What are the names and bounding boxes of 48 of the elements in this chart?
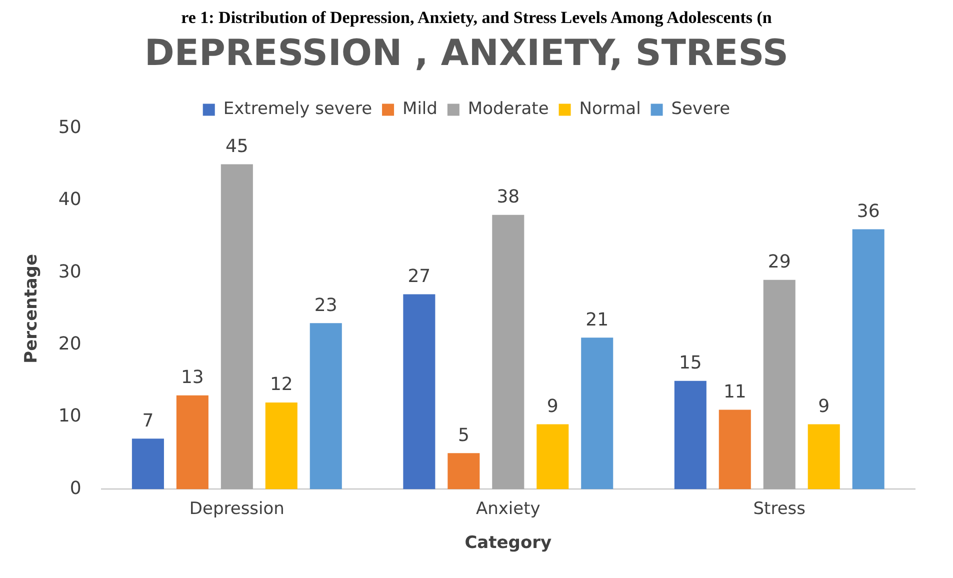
bar: [718, 410, 751, 490]
x-tick-label: Stress: [753, 498, 806, 519]
bar: [403, 294, 436, 490]
bar: [852, 229, 884, 490]
chart-title: DEPRESSION , ANXIETY, STRESS: [144, 32, 788, 74]
data-label: 12: [270, 374, 293, 396]
bar: [310, 323, 342, 490]
legend-label: Severe: [671, 99, 730, 120]
bar: [176, 395, 208, 490]
data-label: 7: [142, 410, 154, 432]
bar: [492, 214, 524, 490]
bar: [448, 453, 480, 490]
y-tick-label: 50: [58, 116, 82, 138]
data-label: 9: [546, 396, 558, 417]
y-tick-label: 30: [58, 261, 82, 282]
legend-label: Normal: [579, 99, 641, 120]
y-tick-label: 40: [58, 189, 82, 210]
legend-label: Extremely severe: [223, 99, 372, 120]
data-label: 21: [586, 309, 609, 330]
data-label: 15: [678, 352, 702, 374]
legend-label: Moderate: [468, 99, 549, 120]
bar: [536, 424, 569, 490]
y-tick-label: 20: [58, 333, 82, 354]
bar: [220, 164, 253, 490]
data-label: 23: [314, 294, 338, 316]
text: re 1: Distribution of Depression, Anxiety, and Stress Levels Among Adolescents (n: [180, 8, 773, 28]
data-label: 38: [496, 186, 520, 208]
data-label: 5: [458, 424, 470, 446]
data-label: 13: [180, 367, 204, 388]
x-tick-label: Depression: [189, 498, 284, 519]
y-axis-title: Percentage: [22, 254, 42, 364]
data-label: 11: [723, 381, 746, 402]
bar: [674, 380, 706, 490]
x-tick-label: Anxiety: [476, 498, 540, 519]
data-label: 45: [225, 136, 248, 157]
data-label: 9: [818, 396, 830, 417]
data-label: 29: [768, 251, 791, 272]
legend-label: Mild: [402, 99, 438, 120]
bar: [265, 402, 298, 490]
x-axis-title: Category: [464, 533, 552, 554]
data-label: 27: [408, 266, 431, 287]
bar: [132, 438, 164, 490]
data-label: 36: [856, 200, 880, 222]
bar: [581, 338, 614, 490]
y-tick-label: 0: [70, 478, 82, 499]
bar: [763, 280, 796, 490]
y-tick-label: 10: [58, 406, 82, 427]
bar: [808, 424, 840, 490]
